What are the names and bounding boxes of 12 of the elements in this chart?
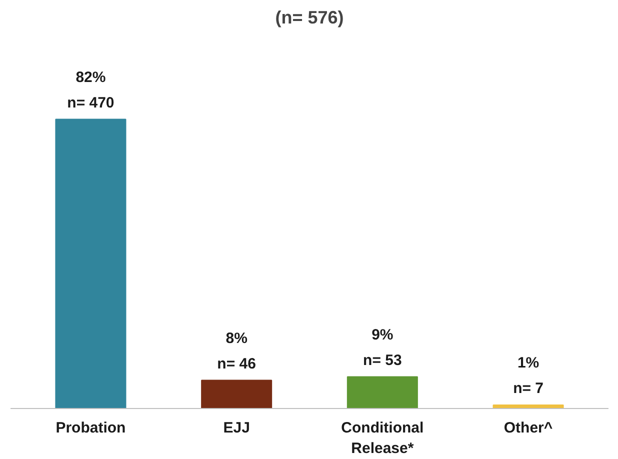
- data-label: 1% n= 7: [513, 354, 544, 397]
- chart-title: (n= 576): [275, 8, 344, 28]
- data-label: 8% n= 46: [217, 330, 256, 372]
- bar: [346, 376, 418, 408]
- x-tick-label: Conditional Release*: [341, 420, 424, 457]
- x-tick-label: Probation: [56, 420, 126, 436]
- bar: [201, 380, 272, 408]
- bar: [55, 118, 126, 408]
- data-label: 9% n= 53: [363, 326, 402, 369]
- data-label: 82% n= 470: [67, 68, 114, 112]
- x-tick-label: Other^: [504, 420, 553, 436]
- x-tick-label: EJJ: [223, 420, 250, 436]
